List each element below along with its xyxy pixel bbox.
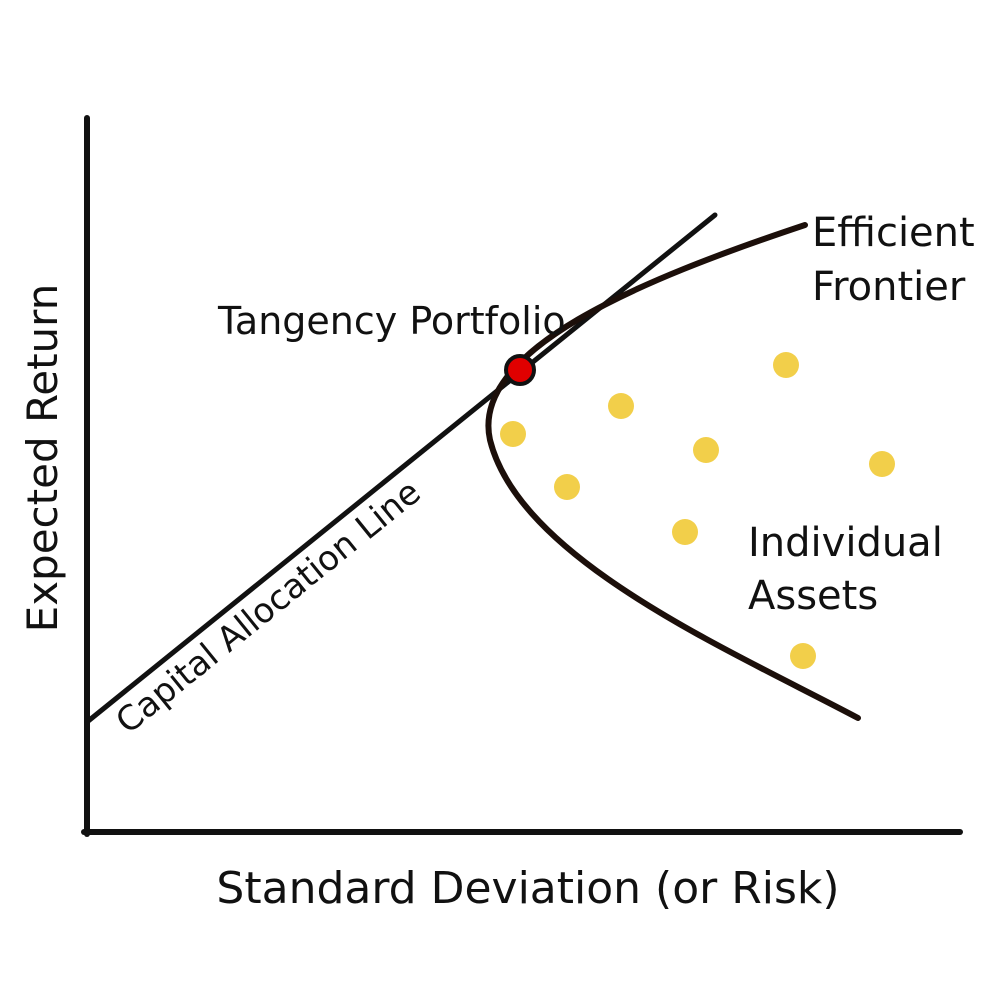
assets-label-line1: Individual (748, 520, 943, 566)
efficient-frontier-curve (485, 222, 861, 721)
asset-point (790, 643, 816, 669)
assets-label-line2: Assets (748, 573, 878, 619)
frontier-label-line2: Frontier (812, 264, 966, 310)
asset-point (500, 421, 526, 447)
asset-point (554, 474, 580, 500)
capital-allocation-line (84, 212, 718, 725)
asset-point (869, 451, 895, 477)
x-axis-label: Standard Deviation (or Risk) (216, 863, 839, 914)
individual-assets (500, 352, 895, 669)
asset-point (773, 352, 799, 378)
y-axis-label: Expected Return (18, 284, 67, 633)
asset-point (672, 519, 698, 545)
tangency-portfolio-point (504, 354, 536, 386)
capital-allocation-line-label: Capital Allocation Line (108, 472, 428, 742)
asset-point (693, 437, 719, 463)
frontier-label-line1: Efficient (812, 210, 975, 256)
tangency-portfolio-label: Tangency Portfolio (217, 299, 566, 343)
asset-point (608, 393, 634, 419)
